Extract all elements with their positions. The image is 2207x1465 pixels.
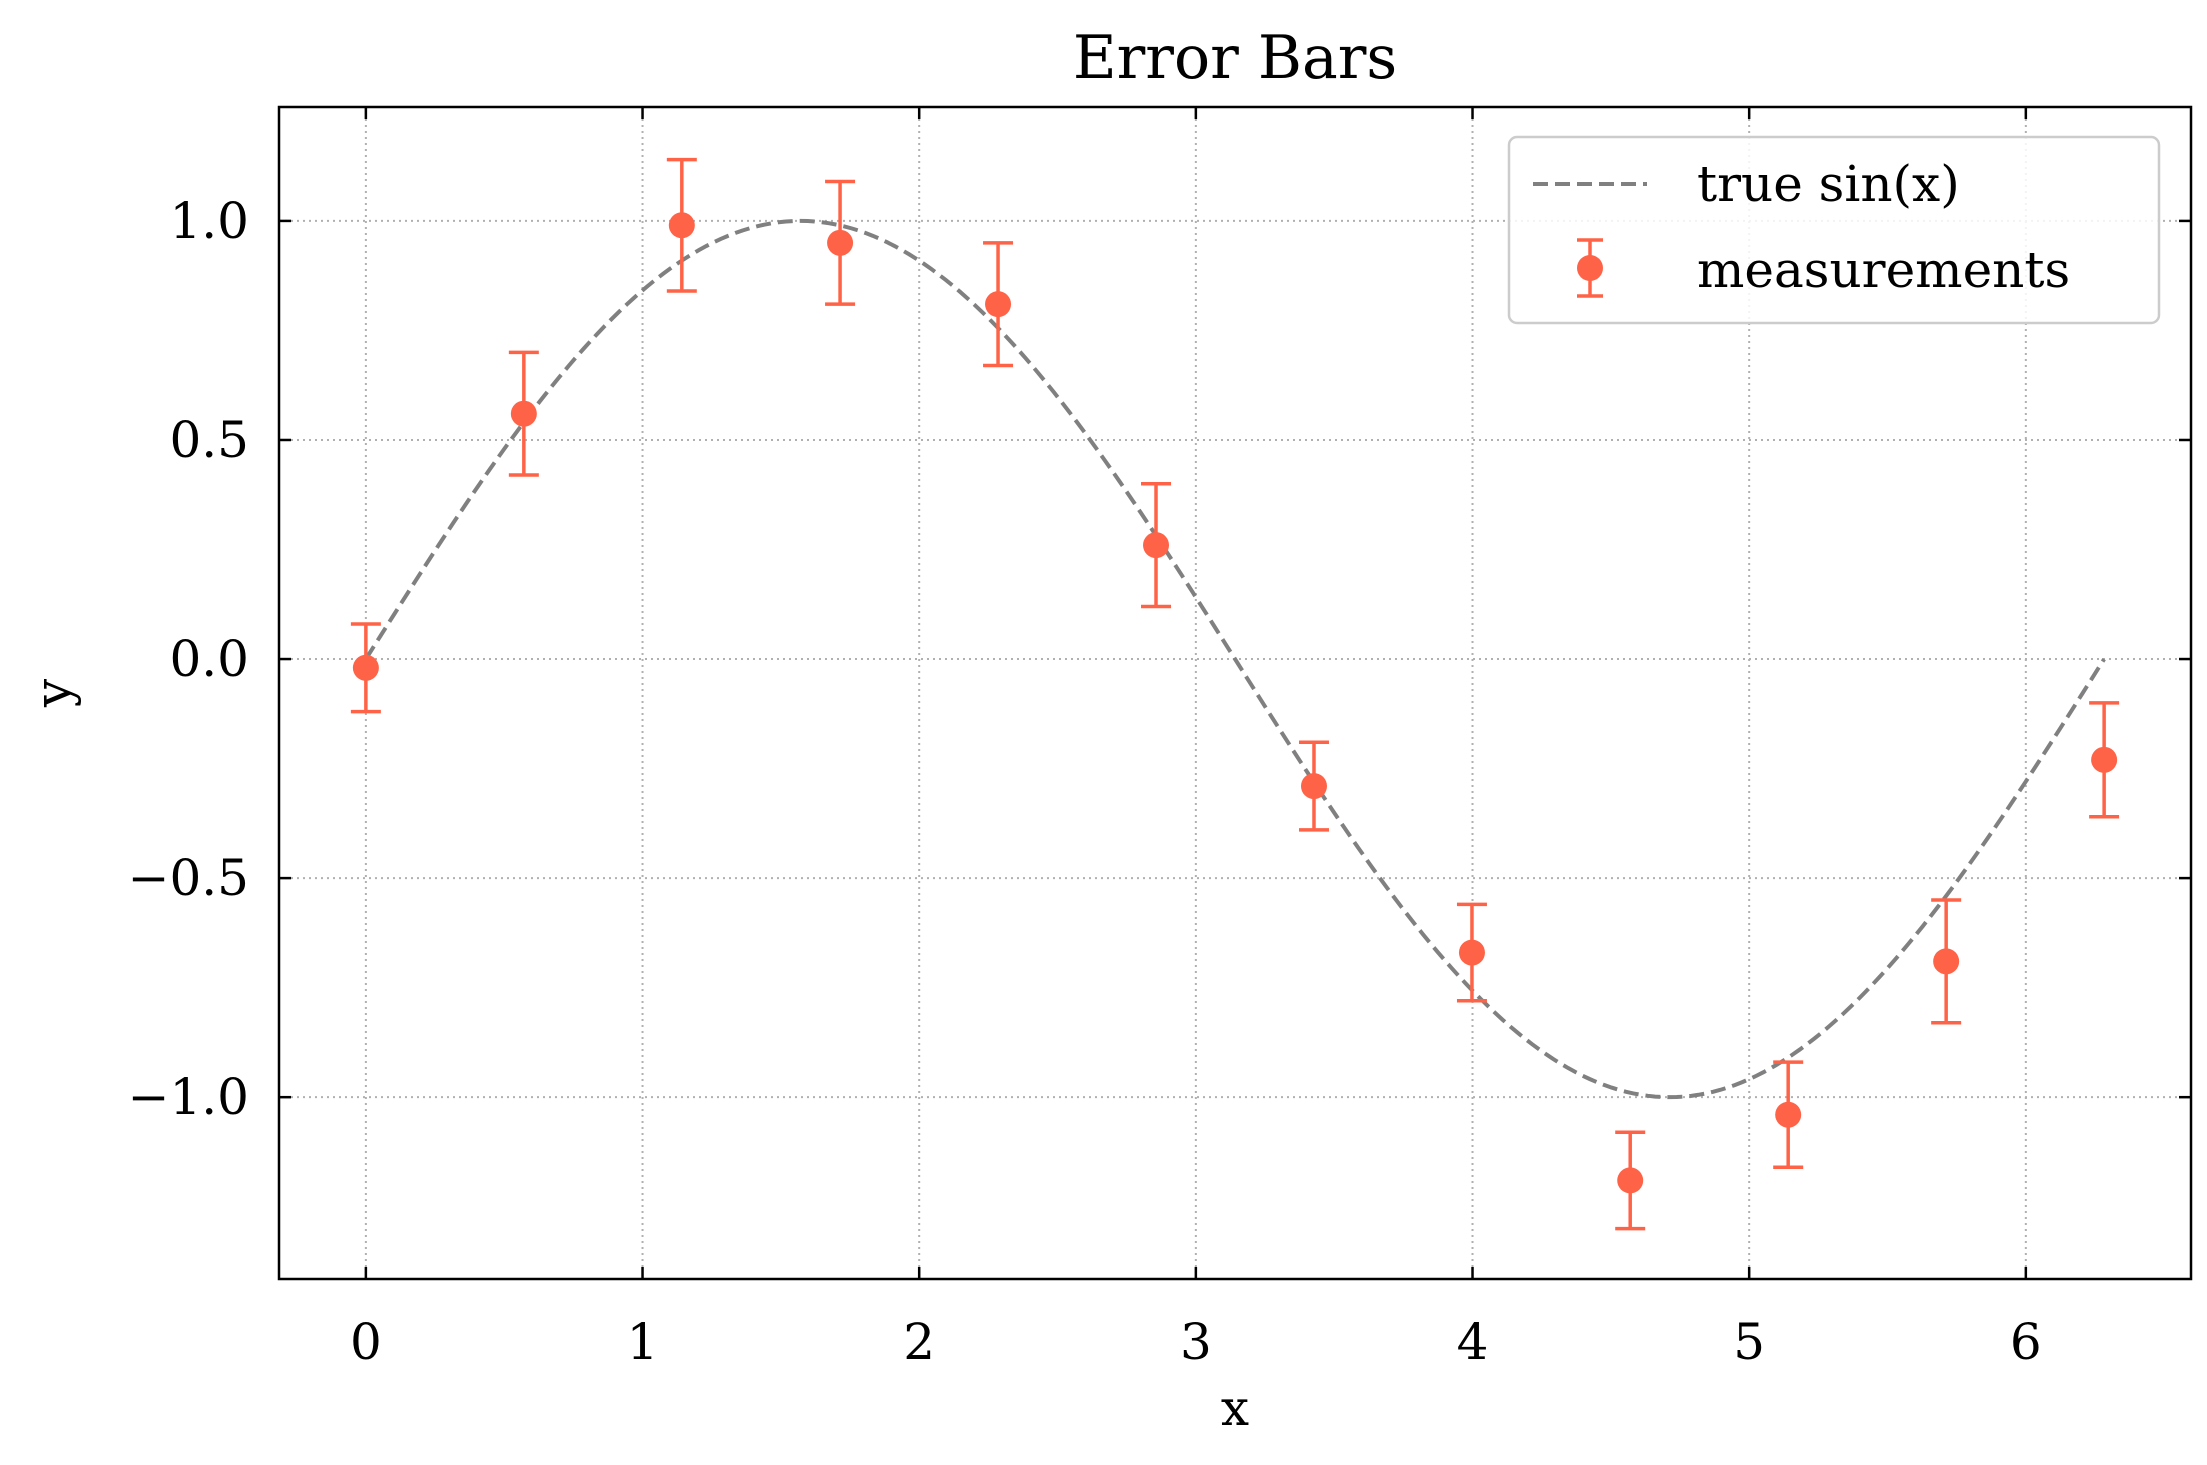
x-tick-label: 5 bbox=[1733, 1313, 1765, 1371]
y-tick-label: −0.5 bbox=[128, 849, 249, 907]
x-tick-label: 1 bbox=[627, 1313, 659, 1371]
legend: true sin(x) measurements bbox=[1507, 135, 2161, 325]
ticks: 0 1 2 3 4 5 6 1.0 0.5 0.0 −0.5 −1.0 bbox=[128, 107, 2191, 1371]
y-tick-label: 1.0 bbox=[169, 192, 249, 250]
y-tick-label: −1.0 bbox=[128, 1068, 249, 1126]
measurement-point bbox=[1143, 532, 1170, 559]
measurement-point bbox=[1300, 773, 1327, 800]
legend-label-markers: measurements bbox=[1697, 241, 2070, 299]
measurement-point bbox=[1775, 1101, 1802, 1128]
y-tick-label: 0.0 bbox=[169, 630, 249, 688]
measurement-point bbox=[352, 654, 379, 681]
y-axis-label: y bbox=[24, 678, 82, 708]
plot-frame bbox=[277, 105, 2193, 1281]
x-tick-label: 4 bbox=[1457, 1313, 1489, 1371]
measurement-point bbox=[985, 291, 1012, 318]
sine-curve-line bbox=[364, 218, 2106, 1100]
chart-title: Error Bars bbox=[1073, 23, 1397, 93]
measurement-point bbox=[1617, 1167, 1644, 1194]
measurement-point bbox=[1458, 939, 1485, 966]
measurement-point bbox=[668, 212, 695, 239]
plot-lines bbox=[364, 218, 2106, 1100]
x-axis-label: x bbox=[1221, 1379, 1249, 1437]
legend-errorbar-swatch bbox=[1577, 238, 1603, 298]
x-tick-label: 3 bbox=[1180, 1313, 1212, 1371]
legend-box bbox=[1507, 135, 2161, 325]
measurement-point bbox=[2091, 746, 2118, 773]
y-tick-label: 0.5 bbox=[169, 411, 249, 469]
x-tick-label: 6 bbox=[2010, 1313, 2042, 1371]
measurement-point bbox=[827, 229, 854, 256]
x-tick-label: 0 bbox=[350, 1313, 382, 1371]
x-tick-label: 2 bbox=[903, 1313, 935, 1371]
measurement-point bbox=[510, 400, 537, 427]
measurement-point bbox=[1933, 948, 1960, 975]
legend-label-line: true sin(x) bbox=[1697, 155, 1960, 213]
plot-markers bbox=[350, 157, 2120, 1231]
